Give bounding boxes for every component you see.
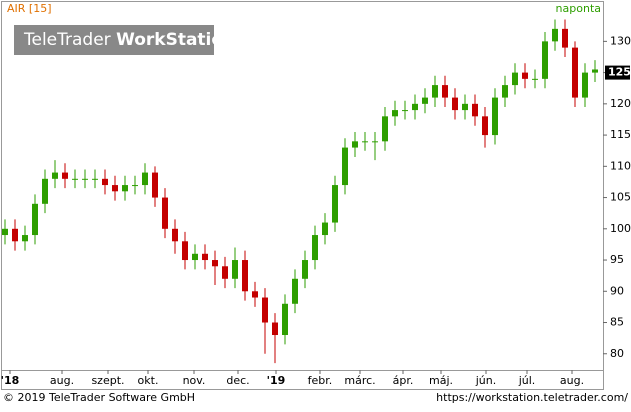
candle-body xyxy=(72,178,78,180)
candle-body xyxy=(312,235,318,261)
x-tick-label: dec. xyxy=(226,374,249,387)
x-tick-label: '19 xyxy=(267,374,286,387)
candle-body xyxy=(142,172,148,186)
y-tick-label: 90 xyxy=(610,284,624,297)
y-tick-label: 115 xyxy=(610,128,631,141)
candle-body xyxy=(12,228,18,242)
x-tick-label: '18 xyxy=(1,374,20,387)
candle-body xyxy=(432,85,438,98)
candle-body xyxy=(412,103,418,111)
candle-body xyxy=(42,178,48,204)
candle-body xyxy=(242,260,248,292)
x-tick-label: nov. xyxy=(183,374,206,387)
x-tick-label: aug. xyxy=(560,374,584,387)
url: https://workstation.teletrader.com/ xyxy=(436,391,628,404)
candle-body xyxy=(582,72,588,98)
y-tick-label: 110 xyxy=(610,159,631,172)
candle-body xyxy=(492,97,498,136)
candle-body xyxy=(272,322,278,336)
candle-body xyxy=(52,172,58,179)
candle-body xyxy=(532,78,538,80)
candle-body xyxy=(112,185,118,192)
candle-body xyxy=(92,178,98,180)
candle-body xyxy=(402,110,408,112)
last-price-box xyxy=(605,65,630,80)
x-tick-label: jún. xyxy=(475,374,497,387)
candle-body xyxy=(172,228,178,242)
candle-body xyxy=(522,72,528,79)
candle-body xyxy=(162,197,168,229)
x-tick-label: okt. xyxy=(138,374,159,387)
x-tick-label: máj. xyxy=(429,374,453,387)
candle-body xyxy=(552,28,558,42)
candle-body xyxy=(202,253,208,261)
candle-body xyxy=(502,85,508,98)
candle-body xyxy=(132,185,138,187)
candle-body xyxy=(302,260,308,279)
candle-body xyxy=(292,278,298,304)
candle-body xyxy=(512,72,518,86)
candle-body xyxy=(592,69,598,73)
y-tick-label: 130 xyxy=(610,34,631,47)
candle-body xyxy=(22,235,28,242)
candle-body xyxy=(82,178,88,180)
candle-body xyxy=(342,147,348,186)
candle-body xyxy=(262,297,268,323)
candle-body xyxy=(182,241,188,261)
candle-body xyxy=(102,178,108,186)
x-tick-label: aug. xyxy=(50,374,74,387)
y-tick-label: 120 xyxy=(610,97,631,110)
candle-body xyxy=(472,103,478,117)
candle-body xyxy=(152,172,158,198)
candle-body xyxy=(352,141,358,148)
symbol: AIR [15] xyxy=(7,2,52,15)
candle-body xyxy=(442,85,448,98)
candle-body xyxy=(332,185,338,223)
candle-body xyxy=(382,116,388,142)
x-tick-label: szept. xyxy=(91,374,124,387)
watermark-box xyxy=(14,25,214,55)
candle-body xyxy=(422,97,428,104)
x-tick-label: júl. xyxy=(518,374,536,387)
y-tick-label: 80 xyxy=(610,347,624,360)
candle-body xyxy=(462,103,468,111)
y-tick-label: 100 xyxy=(610,222,631,235)
x-tick-label: febr. xyxy=(308,374,333,387)
candle-body xyxy=(232,260,238,279)
candle-body xyxy=(362,141,368,143)
candle-body xyxy=(212,260,218,267)
candle-body xyxy=(222,266,228,279)
x-tick-label: ápr. xyxy=(393,374,414,387)
candle-body xyxy=(322,222,328,236)
candle-body xyxy=(282,303,288,336)
x-axis-band xyxy=(1,370,604,390)
candle-body xyxy=(122,185,128,192)
candle-body xyxy=(572,47,578,98)
candle-body xyxy=(252,291,258,298)
candle-body xyxy=(2,228,8,236)
candle-body xyxy=(32,203,38,236)
candle-body xyxy=(392,110,398,117)
candle-body xyxy=(372,141,378,143)
candle-body xyxy=(562,28,568,48)
last-price-label: 125 xyxy=(608,66,631,79)
interval: naponta xyxy=(556,2,601,15)
candle-body xyxy=(62,172,68,179)
candle-body xyxy=(542,41,548,79)
candle-body xyxy=(452,97,458,111)
y-tick-label: 95 xyxy=(610,253,624,266)
candle-body xyxy=(482,116,488,136)
watermark: TeleTrader WorkStation xyxy=(23,30,235,50)
copyright: © 2019 TeleTrader Software GmbH xyxy=(3,391,195,404)
y-tick-label: 85 xyxy=(610,316,624,329)
candle-body xyxy=(192,253,198,261)
y-tick-label: 105 xyxy=(610,191,631,204)
x-tick-label: márc. xyxy=(344,374,375,387)
